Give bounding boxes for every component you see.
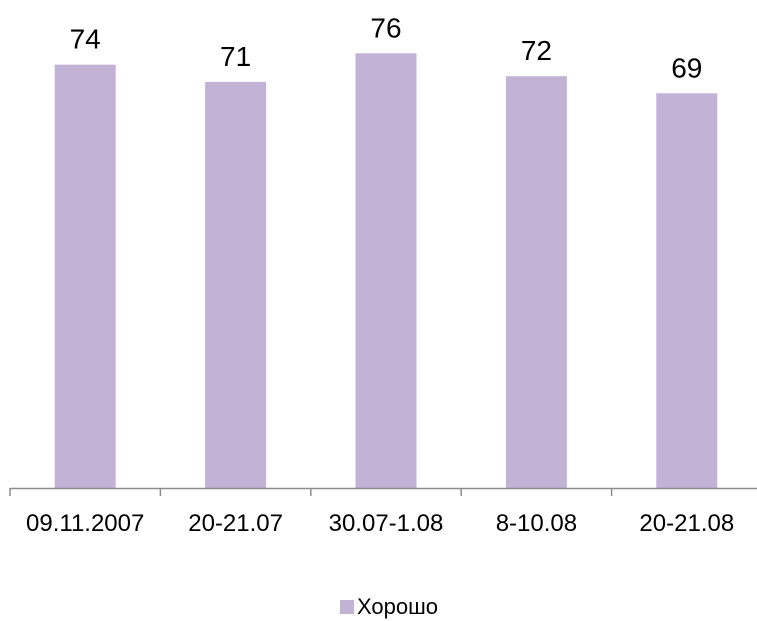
bar-3 bbox=[505, 76, 567, 488]
legend-swatch bbox=[340, 600, 354, 614]
bar-1 bbox=[205, 81, 267, 489]
data-label-3: 72 bbox=[521, 35, 552, 66]
data-label-0: 74 bbox=[70, 24, 101, 55]
data-label-1: 71 bbox=[220, 41, 251, 72]
bar-0 bbox=[54, 64, 116, 488]
bars-layer bbox=[54, 53, 718, 489]
data-labels-layer: 74 71 76 72 69 bbox=[70, 12, 703, 83]
x-tick-label-4: 20-21.08 bbox=[639, 510, 734, 537]
bar-4 bbox=[656, 93, 718, 489]
x-tick-label-0: 09.11.2007 bbox=[26, 510, 144, 537]
x-tick-label-3: 8-10.08 bbox=[496, 510, 577, 537]
x-tick-label-2: 30.07-1.08 bbox=[329, 510, 444, 537]
x-axis: 09.11.2007 20-21.07 30.07-1.08 8-10.08 20-21… bbox=[9, 487, 757, 537]
data-label-4: 69 bbox=[671, 52, 702, 83]
bar-2 bbox=[355, 53, 417, 489]
legend-label: Хорошо bbox=[357, 594, 438, 619]
legend: Хорошо bbox=[340, 594, 438, 619]
data-label-2: 76 bbox=[370, 12, 401, 43]
x-tick-label-1: 20-21.07 bbox=[188, 510, 283, 537]
